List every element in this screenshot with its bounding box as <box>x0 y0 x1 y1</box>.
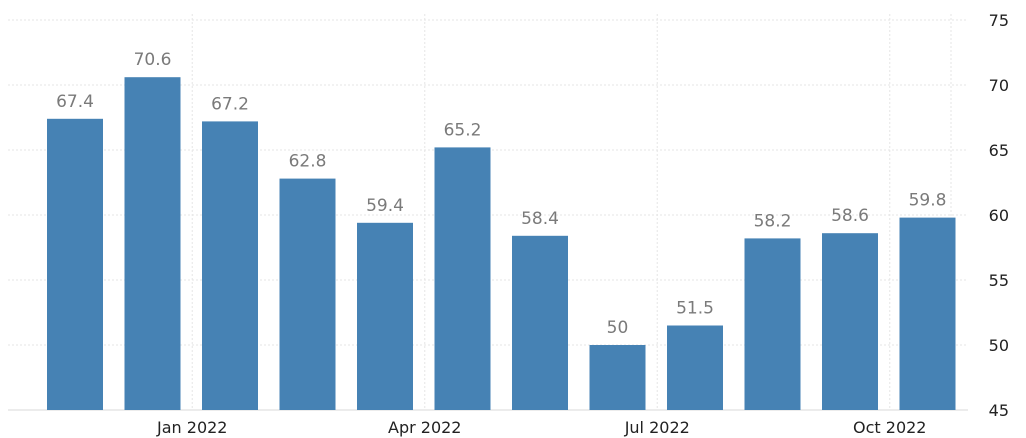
bar <box>434 147 491 410</box>
y-tick-label: 75 <box>989 11 1009 30</box>
data-label: 59.8 <box>909 191 947 211</box>
bar <box>47 118 103 411</box>
data-label: 50 <box>607 318 629 338</box>
data-label: 59.4 <box>366 196 404 216</box>
x-tick-label: Jan 2022 <box>156 418 227 437</box>
x-tick-label: Oct 2022 <box>853 418 926 437</box>
y-tick-label: 60 <box>989 206 1009 225</box>
y-tick-label: 55 <box>989 271 1009 290</box>
bar <box>279 178 336 410</box>
data-label: 65.2 <box>444 120 482 140</box>
x-tick-label: Jul 2022 <box>624 418 690 437</box>
bar <box>202 121 258 411</box>
y-axis: 45 50 55 60 65 70 75 <box>989 11 1009 420</box>
bar <box>589 345 646 410</box>
x-tick-label: Apr 2022 <box>388 418 461 437</box>
bar <box>744 238 801 410</box>
bar <box>512 235 568 410</box>
y-tick-label: 70 <box>989 76 1009 95</box>
bar <box>124 77 181 410</box>
data-labels-group: 67.4 70.6 67.2 62.8 59.4 65.2 58.4 50 51.5 58.2 58… <box>56 50 946 338</box>
x-axis: Jan 2022 Apr 2022 Jul 2022 Oct 2022 <box>156 418 926 437</box>
data-label: 62.8 <box>289 152 327 172</box>
bar <box>899 217 956 410</box>
data-label: 58.4 <box>521 209 559 229</box>
data-label: 67.4 <box>56 92 94 112</box>
bars-group <box>47 77 956 411</box>
data-label: 58.6 <box>831 206 869 226</box>
data-label: 70.6 <box>134 50 172 70</box>
bar <box>357 222 413 410</box>
y-tick-label: 50 <box>989 336 1009 355</box>
data-label: 67.2 <box>211 94 249 114</box>
y-tick-label: 45 <box>989 401 1009 420</box>
data-label: 51.5 <box>676 299 714 319</box>
data-label: 58.2 <box>754 211 792 231</box>
bar <box>667 325 723 410</box>
y-tick-label: 65 <box>989 141 1009 160</box>
bar <box>822 233 878 410</box>
